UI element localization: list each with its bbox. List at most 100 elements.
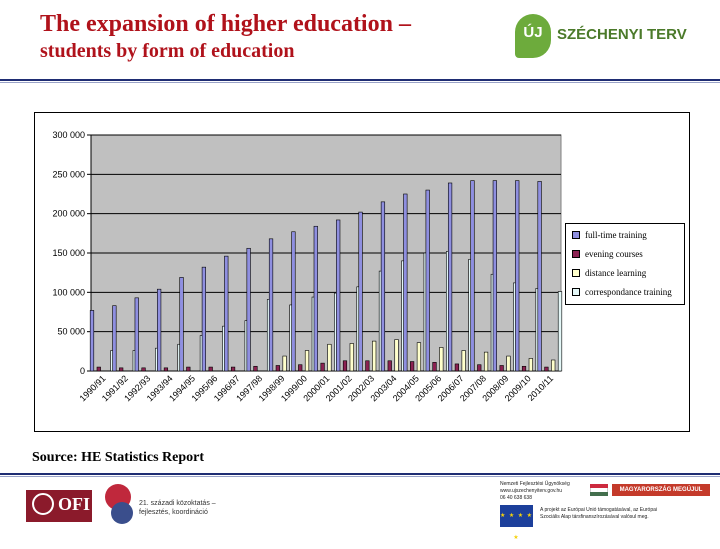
bar [506,355,511,372]
bar [224,255,229,372]
bar [551,359,556,372]
bar [492,180,497,372]
k21-logo: 21. századi közoktatás – fejlesztés, koo… [105,484,245,528]
bar [557,291,563,372]
legend-label-evening: evening courses [585,249,643,259]
bar [380,201,386,372]
bar [201,266,206,372]
y-tick-label: 150 000 [52,248,85,258]
bar [394,339,399,372]
hungarian-flag-icon [590,484,608,496]
nfu-line: 06 40 638 638 [500,495,532,501]
page-subtitle: students by form of education [40,40,295,62]
flag-stripe-white [590,488,608,492]
eu-funding-note: A projekt az Európai Unió támogatásával,… [540,507,710,521]
legend-swatch-full-time [572,231,580,239]
y-tick-label: 0 [80,366,85,376]
legend-label-distance: distance learning [585,268,647,278]
bar [282,355,287,372]
footer-divider-shadow [0,476,720,477]
y-tick-label: 200 000 [52,209,85,219]
bar [528,358,533,372]
ofi-logo-text: OFI [58,494,91,514]
bar [327,343,332,372]
bar [313,225,318,372]
bar [134,297,139,372]
y-tick-label: 100 000 [52,287,85,297]
bar [320,362,325,372]
bar [515,180,520,372]
bar [112,305,117,372]
chart-legend: full-time training evening courses dista… [565,223,685,305]
k21-blue-circle-icon [111,502,133,524]
bar [179,277,184,372]
legend-label-full-time: full-time training [585,230,647,240]
bar [416,342,422,372]
y-tick-label: 300 000 [52,130,85,140]
title-block: The expansion of higher education – stud… [40,10,510,64]
nfu-contact: Nemzeti Fejlesztési Ügynökség www.ujszec… [500,481,710,502]
legend-item-full-time: full-time training [572,228,647,242]
k21-logo-line2: fejlesztés, koordináció [139,509,208,516]
bar [358,211,363,372]
bar [291,231,296,372]
bar [483,351,489,372]
szechenyi-terv-logo: ÚJ SZÉCHENYI TERV [515,14,715,60]
eu-line: A projekt az Európai Unió támogatásával,… [540,507,658,513]
uj-badge-icon: ÚJ [515,14,551,58]
bar-chart: 0 50 000 100 000 150 000 200 000 250 000 300 0… [52,130,563,403]
bar [157,288,162,372]
bar [304,350,310,372]
bar [537,181,542,372]
bar [336,219,341,372]
bar [470,180,475,372]
nfu-line: Nemzeti Fejlesztési Ügynökség [500,481,570,487]
eu-line: Szociális Alap társfinanszírozásával val… [540,514,649,520]
y-tick-label: 50 000 [57,327,85,337]
bar [447,182,453,372]
bar [208,366,213,372]
legend-item-distance: distance learning [572,266,646,280]
bar [544,366,549,372]
bar [342,360,348,372]
bar [119,367,124,372]
bar [163,367,169,372]
bar [253,365,258,372]
ofi-logo: OFI [26,490,92,522]
bar [477,364,482,372]
nfu-line: www.ujszechenyiterv.gov.hu [500,488,563,494]
bar [439,347,444,372]
legend-item-correspondance: correspondance training [572,285,672,299]
legend-swatch-evening [572,250,580,258]
bar [246,247,251,372]
page-title: The expansion of higher education – [40,11,411,37]
legend-label-correspondance: correspondance training [585,287,672,297]
bar [425,189,430,372]
bar [268,238,274,372]
source-note: Source: HE Statistics Report [32,450,204,465]
bar [410,361,415,372]
eu-flag-icon: ★ ★ ★ ★ ★ [500,505,533,541]
flag-stripe-green [590,492,608,496]
bar [230,366,236,372]
k21-logo-line1: 21. századi közoktatás – [139,500,216,507]
bar [432,362,437,372]
flag-stripe-red [590,484,608,488]
header-divider [0,79,720,81]
legend-swatch-correspondance [572,288,580,296]
header-divider-shadow [0,82,720,83]
bar [372,340,377,372]
bar [461,350,466,372]
bar [365,360,370,372]
bar [186,366,191,372]
bar [298,364,303,372]
legend-swatch-distance [572,269,580,277]
bar [521,365,527,372]
bar [349,343,354,372]
bar [96,366,101,372]
legend-item-evening: evening courses [572,247,643,261]
bar [89,310,95,372]
bar [275,365,280,372]
bar [454,363,459,372]
bar [403,193,408,372]
